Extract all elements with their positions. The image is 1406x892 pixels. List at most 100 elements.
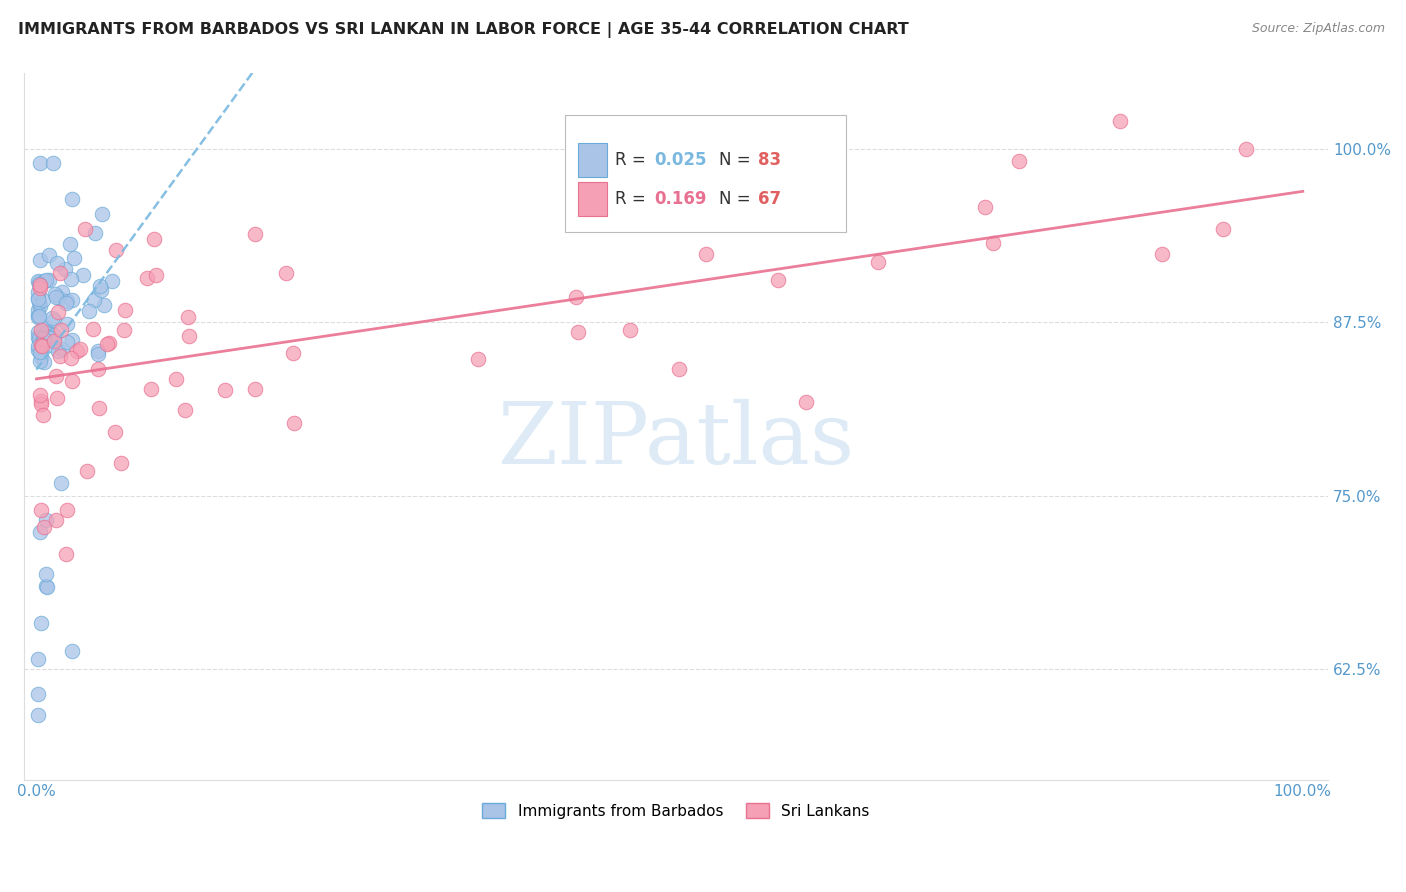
Point: [31, 328, 53, 343]
Text: Source: ZipAtlas.com: Source: ZipAtlas.com: [1251, 22, 1385, 36]
Point: [77, 304, 100, 318]
Point: [87, 401, 110, 416]
Point: [281, 346, 304, 360]
Point: [42, 334, 65, 349]
Point: [30, 252, 52, 267]
Point: [30, 323, 52, 337]
Point: [27, 687, 49, 701]
Point: [32, 274, 55, 288]
Point: [45, 391, 67, 405]
Point: [565, 291, 588, 305]
Point: [31, 293, 53, 307]
Point: [45, 256, 67, 270]
Point: [30, 344, 52, 359]
Point: [30, 337, 52, 351]
Point: [49, 349, 72, 363]
Point: [27, 330, 49, 344]
Point: [55, 293, 77, 308]
Point: [30, 503, 52, 517]
Point: [38, 331, 60, 345]
Point: [27, 291, 49, 305]
Point: [30, 350, 52, 364]
Point: [27, 343, 49, 357]
Point: [53, 261, 76, 276]
Point: [31, 339, 53, 353]
Point: [62, 251, 84, 265]
Text: R =: R =: [614, 190, 651, 209]
Point: [93, 298, 115, 312]
Point: [1109, 114, 1132, 128]
Point: [48, 291, 70, 305]
Point: [27, 292, 49, 306]
Point: [89, 278, 111, 293]
Point: [27, 338, 49, 352]
Point: [1150, 247, 1173, 261]
Point: [51, 285, 73, 299]
Text: 0.169: 0.169: [654, 190, 706, 209]
Point: [868, 255, 890, 269]
Point: [34, 318, 56, 333]
Point: [28, 524, 51, 539]
Point: [60, 293, 83, 308]
Point: [30, 388, 52, 402]
Point: [30, 299, 52, 313]
Point: [283, 416, 305, 430]
Point: [136, 271, 159, 285]
Text: IMMIGRANTS FROM BARBADOS VS SRI LANKAN IN LABOR FORCE | AGE 35-44 CORRELATION CH: IMMIGRANTS FROM BARBADOS VS SRI LANKAN I…: [18, 22, 910, 38]
Point: [243, 383, 266, 397]
Point: [38, 248, 60, 262]
Point: [84, 226, 107, 240]
Point: [145, 268, 167, 282]
Legend: Immigrants from Barbados, Sri Lankans: Immigrants from Barbados, Sri Lankans: [477, 797, 876, 825]
Point: [27, 274, 49, 288]
Point: [30, 277, 52, 292]
Point: [139, 382, 162, 396]
Point: [31, 335, 53, 350]
Point: [41, 310, 63, 325]
Point: [60, 644, 83, 658]
Point: [30, 280, 52, 294]
Point: [104, 244, 127, 258]
Point: [90, 207, 112, 221]
Point: [28, 276, 51, 290]
Point: [143, 231, 166, 245]
Text: ZIPatlas: ZIPatlas: [498, 399, 855, 482]
Point: [72, 268, 94, 282]
Point: [981, 235, 1004, 250]
Point: [619, 323, 641, 337]
Point: [27, 333, 49, 347]
Point: [28, 332, 51, 346]
Point: [55, 295, 77, 310]
Point: [41, 338, 63, 352]
Point: [35, 579, 58, 593]
Point: [31, 408, 53, 422]
Point: [66, 344, 89, 359]
Point: [49, 475, 72, 490]
Point: [60, 351, 83, 365]
Point: [42, 156, 65, 170]
Point: [30, 354, 52, 368]
Point: [214, 384, 236, 398]
Point: [27, 308, 49, 322]
Point: [75, 222, 97, 236]
Point: [60, 192, 83, 206]
Bar: [578, 182, 607, 216]
Point: [42, 312, 65, 326]
Point: [174, 403, 197, 417]
Point: [37, 330, 59, 344]
Point: [27, 707, 49, 722]
Point: [55, 503, 77, 517]
Point: [27, 310, 49, 324]
Point: [243, 227, 266, 241]
Point: [30, 615, 52, 630]
Point: [28, 277, 51, 291]
Point: [96, 337, 118, 351]
Point: [87, 347, 110, 361]
Point: [46, 344, 69, 359]
Point: [44, 287, 66, 301]
Point: [165, 372, 187, 386]
Point: [87, 344, 110, 359]
Text: 0.025: 0.025: [654, 151, 706, 169]
Point: [177, 329, 200, 343]
Point: [34, 326, 56, 341]
